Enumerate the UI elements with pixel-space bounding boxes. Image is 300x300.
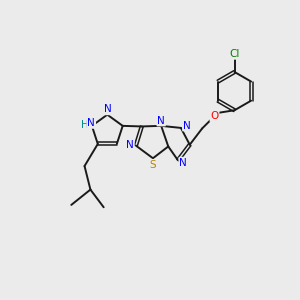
Text: N: N <box>179 158 187 168</box>
Text: N: N <box>126 140 134 150</box>
Text: O: O <box>210 111 219 121</box>
Text: H: H <box>81 120 88 130</box>
Text: S: S <box>149 160 156 170</box>
Text: N: N <box>87 118 95 128</box>
Text: Cl: Cl <box>229 49 240 59</box>
Text: N: N <box>183 121 191 130</box>
Text: N: N <box>157 116 165 126</box>
Text: N: N <box>104 104 112 114</box>
